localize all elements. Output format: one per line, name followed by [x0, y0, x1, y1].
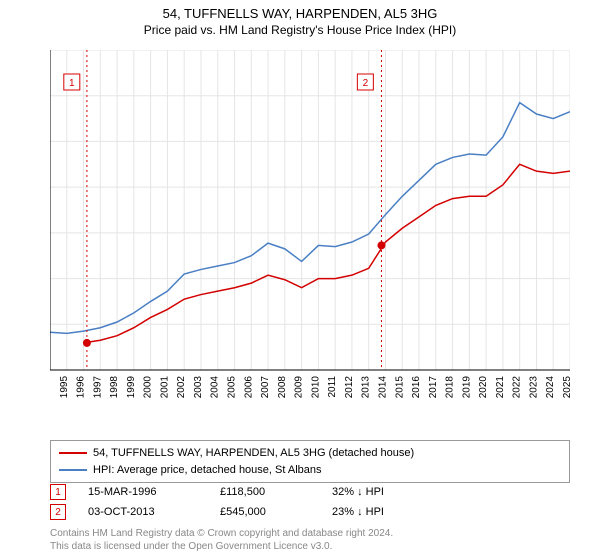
svg-text:2006: 2006: [243, 376, 254, 399]
marker-price-1: £118,500: [220, 486, 310, 498]
legend: 54, TUFFNELLS WAY, HARPENDEN, AL5 3HG (d…: [50, 440, 570, 483]
legend-label-property: 54, TUFFNELLS WAY, HARPENDEN, AL5 3HG (d…: [93, 445, 414, 462]
svg-text:2014: 2014: [377, 376, 388, 399]
svg-text:2024: 2024: [545, 376, 556, 399]
svg-text:2008: 2008: [277, 376, 288, 399]
svg-text:1995: 1995: [59, 376, 70, 399]
svg-text:2005: 2005: [227, 376, 238, 399]
marker-diff-1: 32% ↓ HPI: [332, 486, 384, 498]
marker-badge-1: 1: [50, 484, 66, 500]
svg-text:2017: 2017: [428, 376, 439, 399]
svg-text:2019: 2019: [461, 376, 472, 399]
svg-text:2022: 2022: [512, 376, 523, 399]
price-chart: £0£200K£400K£600K£800K£1M£1.2M£1.4M 1994…: [50, 50, 570, 400]
svg-text:2013: 2013: [361, 376, 372, 399]
page-title: 54, TUFFNELLS WAY, HARPENDEN, AL5 3HG: [0, 6, 600, 21]
marker-date-1: 15-MAR-1996: [88, 486, 198, 498]
svg-text:2: 2: [363, 78, 369, 89]
svg-text:2018: 2018: [445, 376, 456, 399]
sale-markers-table: 1 15-MAR-1996 £118,500 32% ↓ HPI 2 03-OC…: [50, 484, 570, 524]
svg-text:2021: 2021: [495, 376, 506, 399]
marker-badge-2: 2: [50, 504, 66, 520]
svg-text:2023: 2023: [528, 376, 539, 399]
svg-text:2015: 2015: [394, 376, 405, 399]
marker-diff-2: 23% ↓ HPI: [332, 506, 384, 518]
page-subtitle: Price paid vs. HM Land Registry's House …: [0, 23, 600, 37]
svg-text:2003: 2003: [193, 376, 204, 399]
svg-text:2025: 2025: [562, 376, 570, 399]
legend-swatch-property: [59, 452, 87, 454]
svg-text:1: 1: [69, 78, 75, 89]
svg-text:1994: 1994: [50, 376, 53, 399]
svg-text:2016: 2016: [411, 376, 422, 399]
legend-label-hpi: HPI: Average price, detached house, St A…: [93, 462, 322, 479]
marker-price-2: £545,000: [220, 506, 310, 518]
footnote: Contains HM Land Registry data © Crown c…: [50, 528, 570, 553]
svg-text:1999: 1999: [126, 376, 137, 399]
svg-text:1996: 1996: [76, 376, 87, 399]
svg-text:2007: 2007: [260, 376, 271, 399]
svg-text:1998: 1998: [109, 376, 120, 399]
svg-text:2020: 2020: [478, 376, 489, 399]
legend-swatch-hpi: [59, 469, 87, 471]
svg-text:2009: 2009: [294, 376, 305, 399]
svg-text:2002: 2002: [176, 376, 187, 399]
svg-text:2010: 2010: [310, 376, 321, 399]
svg-text:1997: 1997: [92, 376, 103, 399]
svg-text:2000: 2000: [143, 376, 154, 399]
svg-text:2012: 2012: [344, 376, 355, 399]
svg-text:2004: 2004: [210, 376, 221, 399]
svg-text:2011: 2011: [327, 376, 338, 398]
svg-text:2001: 2001: [159, 376, 170, 399]
marker-date-2: 03-OCT-2013: [88, 506, 198, 518]
